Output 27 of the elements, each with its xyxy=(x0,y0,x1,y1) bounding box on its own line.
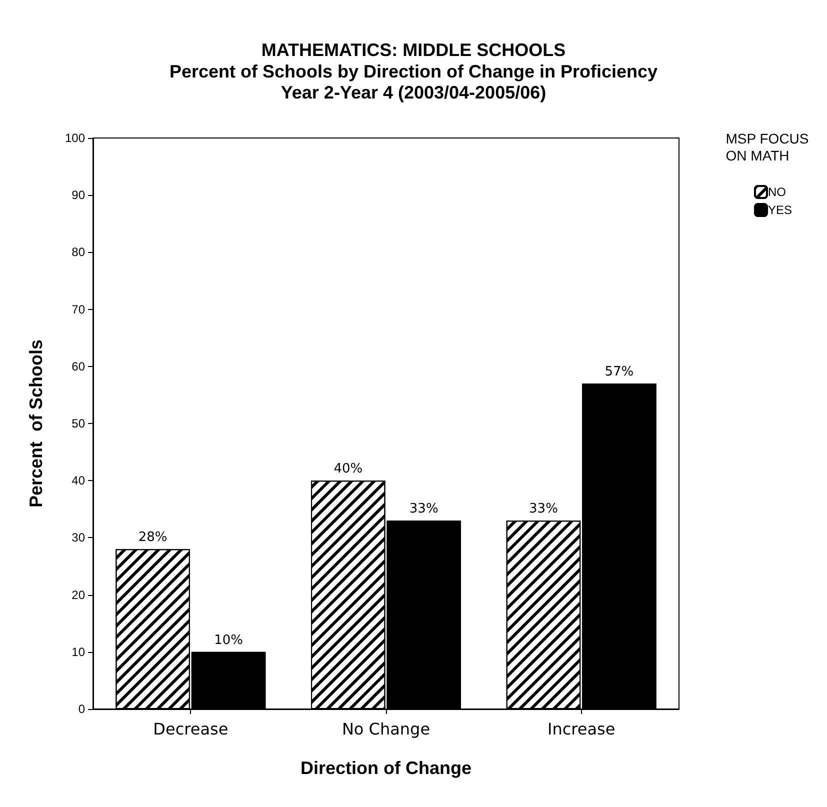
y-tick-label: 10 xyxy=(72,644,86,659)
data-label: 33% xyxy=(529,502,558,517)
y-tick-label: 90 xyxy=(72,188,86,202)
y-tick-label: 100 xyxy=(64,131,86,145)
y-tick-label: 50 xyxy=(72,416,86,430)
y-tick-label: 30 xyxy=(72,530,86,545)
data-label: 28% xyxy=(138,530,168,546)
legend-label: YES xyxy=(768,203,792,217)
y-tick-label: 70 xyxy=(72,302,86,316)
y-tick-label: 60 xyxy=(72,359,86,374)
chart-title: MATHEMATICS: MIDDLE SCHOOLS xyxy=(261,40,566,60)
legend-label: NO xyxy=(768,185,786,199)
y-tick-label: 0 xyxy=(78,702,86,716)
y-tick-label: 80 xyxy=(72,245,86,260)
chart-subtitle: Percent of Schools by Direction of Change in Proficiency Year 2-Year 4 (2003/04-2005/06) xyxy=(169,62,658,102)
data-label: 57% xyxy=(604,364,634,380)
x-tick-label: Increase xyxy=(547,720,616,738)
y-axis-title: Percent of Schools xyxy=(26,339,46,508)
x-tick-label: Decrease xyxy=(153,720,228,738)
data-label: 33% xyxy=(409,502,438,517)
data-label: 40% xyxy=(334,462,363,477)
legend-title: MSP FOCUS ON MATH xyxy=(726,130,809,164)
x-tick-label: No Change xyxy=(342,720,430,738)
y-tick-label: 20 xyxy=(72,588,86,602)
x-axis-title: Direction of Change xyxy=(300,758,472,778)
y-tick-label: 40 xyxy=(72,474,86,488)
data-label: 10% xyxy=(214,632,243,648)
